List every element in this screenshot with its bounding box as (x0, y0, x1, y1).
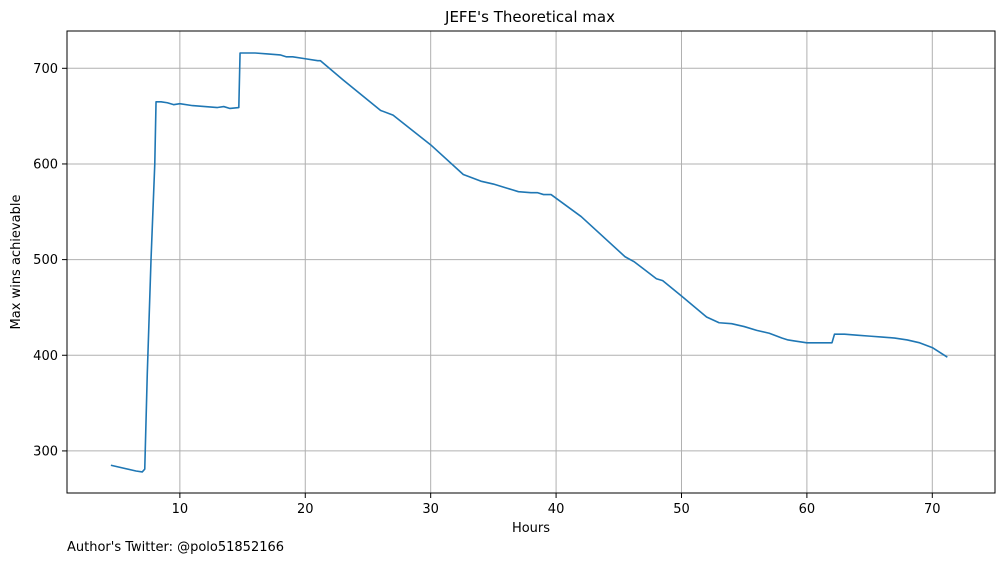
grid-lines (67, 31, 995, 493)
x-tick-label: 20 (297, 502, 314, 517)
x-tick-label: 50 (673, 502, 690, 517)
y-tick-label: 400 (33, 349, 58, 364)
author-credit: Author's Twitter: @polo51852166 (67, 540, 284, 555)
series-layer (110, 52, 948, 473)
plot-frame (66, 30, 996, 494)
y-tick-label: 600 (33, 157, 58, 172)
y-tick-label: 300 (33, 444, 58, 459)
x-tick-label: 70 (924, 502, 941, 517)
axis-ticks: 10 20 30 40 50 60 70 300 400 500 600 700 (33, 62, 940, 517)
series-line (110, 52, 948, 473)
x-tick-label: 10 (172, 502, 189, 517)
y-tick-label: 700 (33, 62, 58, 77)
x-axis-label: Hours (512, 521, 550, 536)
y-tick-label: 500 (33, 253, 58, 268)
y-axis-label: Max wins achievable (9, 195, 24, 330)
x-tick-label: 60 (799, 502, 816, 517)
x-tick-label: 40 (548, 502, 565, 517)
chart-title: JEFE's Theoretical max (444, 8, 615, 26)
x-tick-label: 30 (422, 502, 439, 517)
